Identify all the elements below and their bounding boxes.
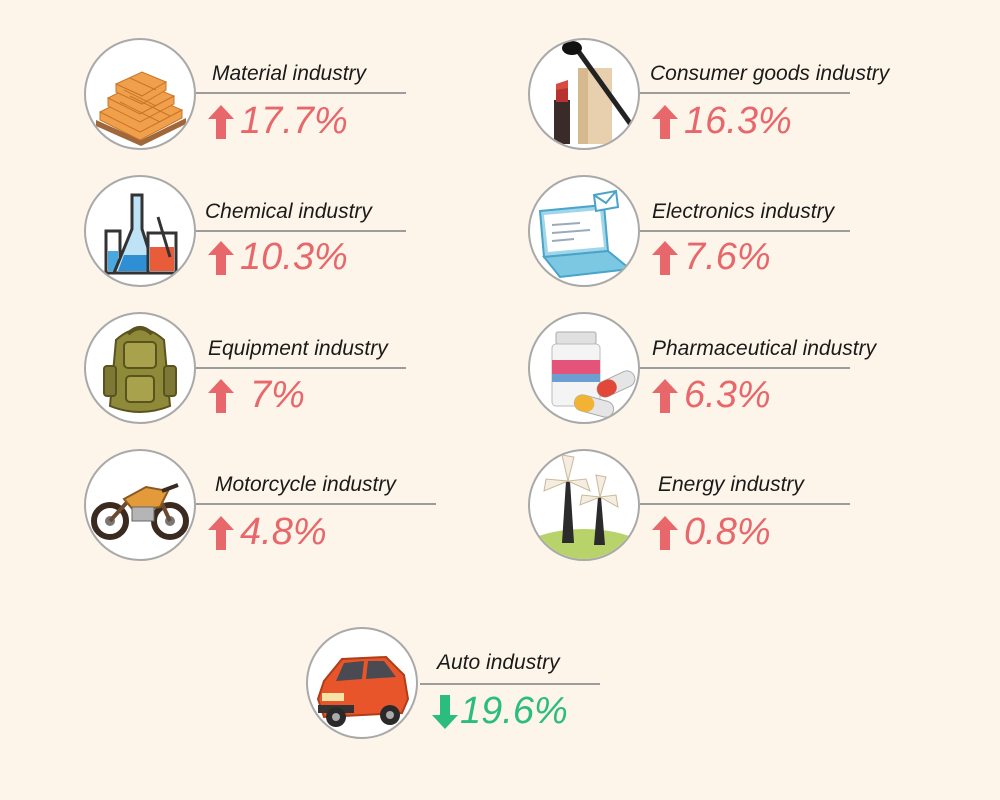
industry-label: Equipment industry xyxy=(208,337,388,360)
industry-label: Motorcycle industry xyxy=(215,473,396,496)
arrow-up-icon xyxy=(652,240,678,275)
industry-value: 7% xyxy=(208,374,305,417)
divider xyxy=(196,503,436,505)
divider xyxy=(196,230,406,232)
industry-label: Material industry xyxy=(212,62,367,85)
arrow-up-icon xyxy=(208,240,234,275)
industry-value: 19.6% xyxy=(432,690,568,733)
laptop-icon xyxy=(528,175,640,287)
divider xyxy=(640,503,850,505)
industry-label: Electronics industry xyxy=(652,200,835,223)
industry-value: 16.3% xyxy=(652,100,792,143)
industry-value-text: 10.3% xyxy=(240,236,348,278)
industry-value-text: 7% xyxy=(250,374,305,416)
arrow-up-icon xyxy=(652,104,678,139)
arrow-up-icon xyxy=(208,104,234,139)
pills-icon xyxy=(528,312,640,424)
industry-value: 10.3% xyxy=(208,236,348,279)
industry-value-text: 4.8% xyxy=(240,511,327,553)
divider xyxy=(640,92,850,94)
industry-label: Consumer goods industry xyxy=(650,62,890,85)
arrow-up-icon xyxy=(208,378,234,413)
industry-label: Auto industry xyxy=(437,651,560,674)
industry-label: Chemical industry xyxy=(205,200,372,223)
car-icon xyxy=(306,627,418,739)
industry-value-text: 6.3% xyxy=(684,374,771,416)
arrow-up-icon xyxy=(652,515,678,550)
backpack-icon xyxy=(84,312,196,424)
industry-value: 0.8% xyxy=(652,511,771,554)
arrow-up-icon xyxy=(208,515,234,550)
industry-value-text: 7.6% xyxy=(684,236,771,278)
lab-flask-icon xyxy=(84,175,196,287)
industry-value: 17.7% xyxy=(208,100,348,143)
industry-value-text: 0.8% xyxy=(684,511,771,553)
industry-value-text: 19.6% xyxy=(460,690,568,732)
bricks-icon xyxy=(84,38,196,150)
windmill-icon xyxy=(528,449,640,561)
divider xyxy=(640,230,850,232)
arrow-down-icon xyxy=(432,694,458,729)
divider xyxy=(640,367,850,369)
motorcycle-icon xyxy=(84,449,196,561)
cosmetics-icon xyxy=(528,38,640,150)
industry-label: Pharmaceutical industry xyxy=(652,337,877,360)
divider xyxy=(196,367,406,369)
industry-value: 7.6% xyxy=(652,236,771,279)
industry-label: Energy industry xyxy=(658,473,804,496)
industry-value-text: 17.7% xyxy=(240,100,348,142)
divider xyxy=(420,683,600,685)
divider xyxy=(196,92,406,94)
arrow-up-icon xyxy=(652,378,678,413)
industry-value: 4.8% xyxy=(208,511,327,554)
industry-value-text: 16.3% xyxy=(684,100,792,142)
industry-value: 6.3% xyxy=(652,374,771,417)
